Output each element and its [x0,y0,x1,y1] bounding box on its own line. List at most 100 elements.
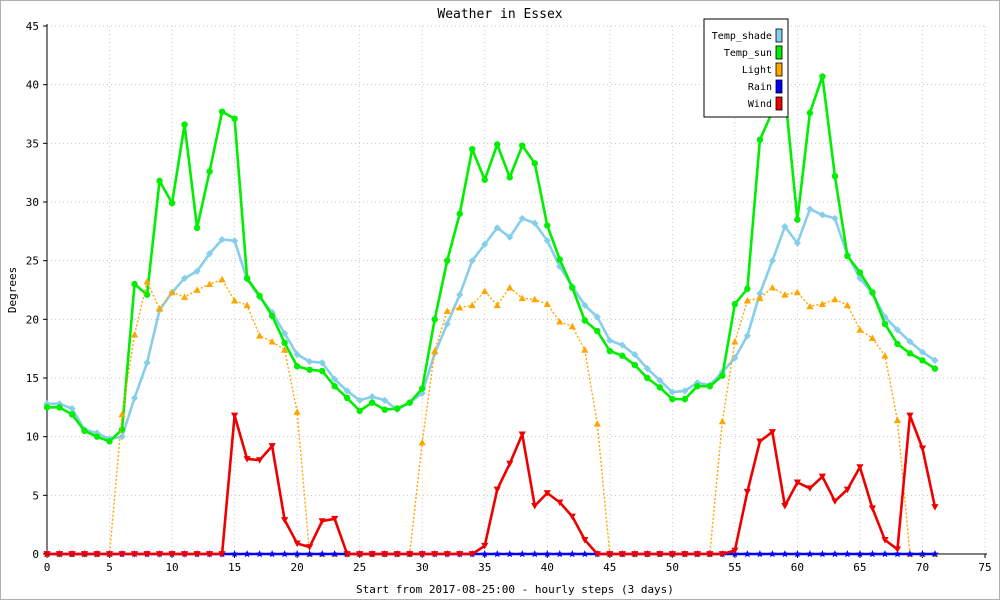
y-tick-label: 45 [26,20,39,33]
temp-sun-point [881,320,889,328]
temp-shade-point [493,224,501,232]
wind-point [231,412,239,420]
temp-sun-point [794,216,801,223]
wind-point [493,486,501,494]
light-point [768,284,776,291]
light-point [806,302,814,310]
light-point [818,300,827,307]
wind-point [618,551,626,558]
wind-point [743,488,751,496]
rain-point [856,550,864,558]
temp-sun-point [406,399,413,406]
temp-shade-point [831,214,839,223]
legend-box [703,18,789,118]
rain-point [243,550,251,558]
light-point [493,301,501,309]
temp-shade-point [293,350,301,359]
x-tick-label: 50 [666,561,679,574]
y-tick-label: 40 [26,79,39,92]
light-point [130,330,139,338]
legend-label: Temp_sun [724,48,772,59]
temp-shade-point [756,289,764,298]
wind-point [781,503,789,510]
wind-point [331,515,339,523]
wind-point [55,551,64,558]
temp-sun-point [706,383,714,390]
temp-sun-point [594,327,601,335]
temp-sun-point [256,292,263,300]
wind-point [668,551,676,558]
temp-shade-point [343,387,351,395]
wind-point [556,499,564,506]
light-point [568,322,576,330]
x-tick-label: 75 [978,561,991,574]
temp-sun-point [243,275,251,282]
temp-sun-point [431,316,438,323]
temp-sun-point [694,383,701,390]
rain-point [568,550,577,558]
wind-point [918,445,927,452]
wind-point [568,513,576,521]
temp-sun-point [68,411,76,418]
wind-point [381,551,389,558]
x-axis-title: Start from 2017-08-25:00 - hourly steps … [356,583,674,596]
light-point [481,287,489,295]
x-tick-label: 45 [603,561,616,574]
light-point [180,293,189,300]
temp-sun-point [831,172,839,180]
y-tick-label: 35 [26,137,39,150]
chart-title: Weather in Essex [437,7,562,22]
temp-sun-point [306,366,313,373]
temp-shade-point [731,354,739,362]
y-tick-label: 0 [32,548,39,561]
rain-point [530,550,539,558]
wind-point [481,542,489,550]
rain-point [806,550,814,558]
light-point [843,301,852,309]
temp-sun-point [456,210,463,217]
temp-shade-point [456,291,464,299]
temp-shade-point [205,250,214,258]
temp-sun-point [281,339,288,346]
temp-sun-point [444,257,451,264]
wind-point [93,551,101,558]
temp-shade-point [818,211,827,219]
temp-sun-point [356,407,363,415]
temp-sun-point [744,285,751,293]
light-point [155,305,164,312]
temp-sun-point [206,168,213,175]
light-point [218,275,226,283]
temp-sun-point [218,108,226,115]
temp-sun-point [906,350,914,357]
rain-point [931,550,939,558]
legend: Temp_shade Temp_sun Light Rain Wind [703,18,789,118]
x-tick-label: 25 [353,561,366,574]
series-layer [43,73,939,558]
temp-shade-point [281,329,289,338]
x-tick-label: 0 [44,561,51,574]
tick-labels: 0 5 10 15 20 25 30 35 40 45 50 55 60 65 70 75 0 5 10 15 20 25… [26,20,992,574]
temp-sun-point [531,160,538,167]
wind-point [80,551,89,558]
legend-label: Temp_shade [712,31,772,42]
light-point [881,352,889,359]
light-point [743,296,751,304]
temp-sun-point [756,136,764,144]
rain-point [268,550,276,558]
temp-shade-point [468,257,476,265]
temp-shade-point [681,387,689,395]
temp-shade-point [68,404,76,413]
temp-shade-point [531,219,539,227]
temp-sun-point [719,372,726,379]
legend-swatch [775,28,783,43]
wind-point [218,551,226,558]
light-point [543,300,551,307]
wind-point [593,551,601,558]
rain-point [793,550,802,558]
rain-point [743,550,752,558]
light-point [581,346,589,353]
x-tick-label: 5 [106,561,113,574]
temp-shade-point [606,336,614,345]
wind-point [318,518,326,525]
x-tick-label: 35 [478,561,491,574]
